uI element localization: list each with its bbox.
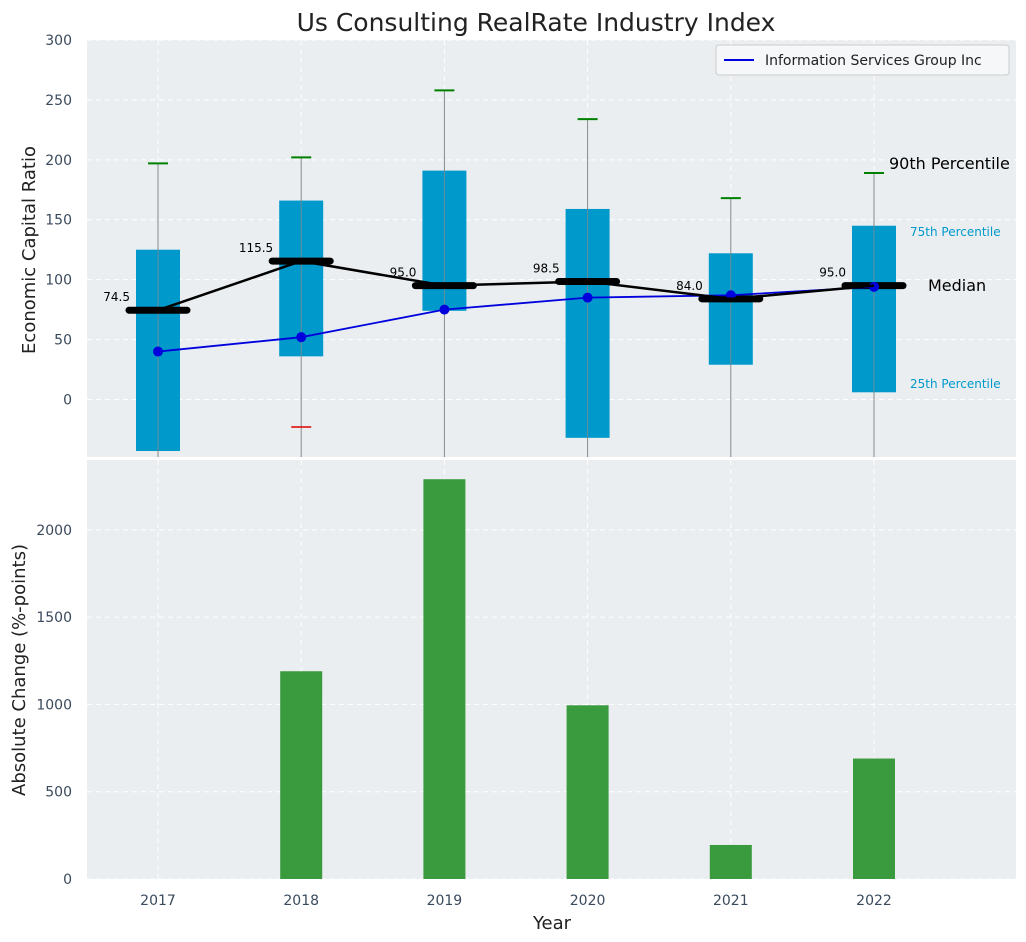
median-value-label: 98.5 [533, 261, 560, 275]
bottom-y-tick-label: 1000 [36, 697, 72, 713]
box-2022: 95.0 [819, 172, 907, 457]
bottom-y-axis-label: Absolute Change (%-points) [9, 544, 30, 796]
top-panel: 0 50 100 150 200 250 300 74.5 115.5 95.0 98.5 84.0… [19, 33, 1016, 457]
bar-2022 [853, 758, 895, 879]
median-value-label: 84.0 [676, 279, 703, 293]
bottom-y-tick-label: 0 [63, 872, 72, 888]
top-y-axis-label: Economic Capital Ratio [19, 146, 40, 354]
series-point [296, 332, 307, 343]
median-line-group [157, 259, 875, 312]
top-y-tick-label: 100 [45, 273, 72, 289]
box-2019: 95.0 [390, 89, 477, 457]
top-y-tick-label: 0 [63, 392, 72, 408]
series-line-group [153, 281, 879, 357]
top-y-axis-ticks: 0 50 100 150 200 250 300 [45, 33, 72, 408]
bar-2018 [280, 671, 323, 879]
x-tick-label: 2021 [713, 893, 749, 909]
annotation-75th: 75th Percentile [910, 225, 1001, 239]
bottom-y-tick-label: 500 [45, 785, 72, 801]
box-plots: 74.5 115.5 95.0 98.5 84.0 95.0 [103, 89, 907, 457]
top-y-tick-label: 250 [45, 93, 72, 109]
series-point [153, 346, 163, 357]
top-y-tick-label: 200 [45, 153, 72, 169]
bottom-y-tick-label: 2000 [36, 523, 72, 539]
annotation-median: Median [928, 276, 986, 295]
x-tick-label: 2020 [570, 893, 606, 909]
annotation-90th: 90th Percentile [889, 154, 1010, 173]
box-2018: 115.5 [239, 156, 334, 457]
bottom-y-tick-label: 1500 [36, 610, 72, 626]
top-y-tick-label: 50 [54, 333, 72, 349]
x-tick-label: 2018 [283, 893, 319, 909]
median-value-label: 115.5 [239, 241, 273, 255]
bar-2021 [709, 844, 752, 879]
x-axis-ticks: 2017 2018 2019 2020 2021 2022 [140, 893, 892, 909]
chart-title: Us Consulting RealRate Industry Index [297, 8, 776, 37]
x-axis-label: Year [532, 913, 572, 934]
top-y-tick-label: 300 [45, 33, 72, 49]
legend-label: Information Services Group Inc [765, 53, 982, 69]
series-point [439, 304, 450, 315]
series-line [157, 285, 875, 353]
x-tick-label: 2022 [856, 893, 892, 909]
median-value-label: 74.5 [103, 290, 130, 304]
bottom-panel: 0 500 1000 1500 2000 2017 2018 2019 2020 2021 202… [9, 460, 1016, 934]
box-2021: 84.0 [676, 197, 764, 457]
bar-2020 [566, 705, 609, 879]
legend: Information Services Group Inc [715, 44, 1010, 76]
x-tick-label: 2017 [140, 893, 176, 909]
bottom-y-axis-ticks: 0 500 1000 1500 2000 [36, 523, 72, 888]
median-value-label: 95.0 [819, 266, 846, 280]
bar-2019 [423, 479, 466, 879]
percentile-annotations: 90th Percentile 75th Percentile Median 2… [889, 154, 1010, 391]
series-point [582, 292, 593, 303]
bar-series [280, 479, 895, 879]
legend-box [715, 44, 1010, 76]
x-tick-label: 2019 [427, 893, 463, 909]
median-trend-line [157, 259, 875, 312]
annotation-25th: 25th Percentile [910, 377, 1001, 391]
top-y-tick-label: 150 [45, 213, 72, 229]
